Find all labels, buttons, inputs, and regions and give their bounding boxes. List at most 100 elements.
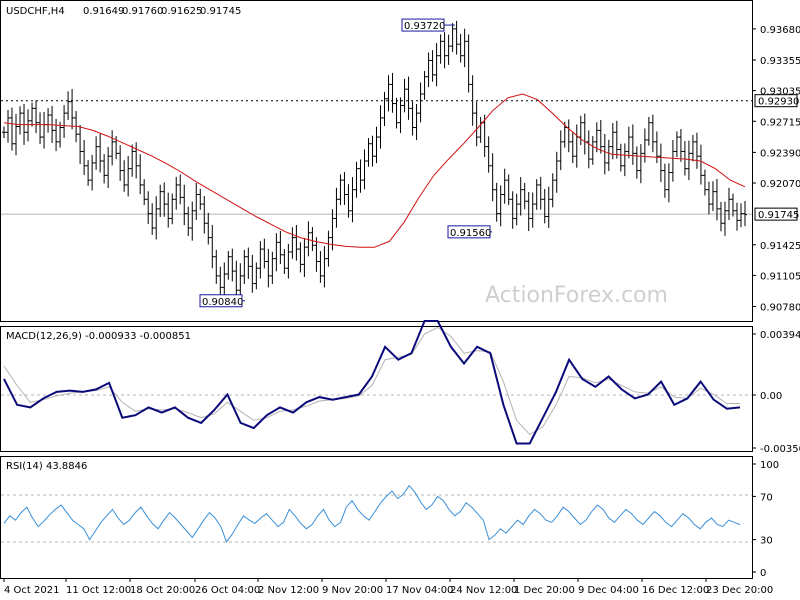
- reference-line-label-box: [754, 207, 798, 221]
- ohlc-bar: [658, 143, 663, 183]
- ohlc-bar: [94, 136, 99, 170]
- svg-text:0.90840: 0.90840: [202, 297, 243, 308]
- y-tick-label: 0.00: [760, 391, 782, 402]
- ohlc-bar: [594, 122, 599, 153]
- macd-title: MACD(12,26,9) -0.000933 -0.000851: [6, 331, 191, 342]
- ohlc-bar: [718, 201, 723, 232]
- ohlc-bar: [462, 28, 467, 68]
- ohlc-bar: [226, 250, 231, 280]
- ohlc-bar: [706, 181, 711, 215]
- ohlc-bar: [734, 202, 739, 231]
- x-tick-label: 16 Dec 12:00: [642, 585, 709, 596]
- ohlc-bar: [98, 134, 103, 173]
- ohlc-bar: [722, 201, 727, 236]
- rsi-panel-frame: [0, 456, 753, 579]
- ohlc-bar: [190, 201, 195, 241]
- ohlc-bar: [518, 177, 523, 216]
- ohlc-bar: [82, 139, 87, 175]
- ohlc-bar: [154, 196, 159, 240]
- ohlc-bar: [310, 227, 315, 251]
- ohlc-bar: [14, 113, 19, 156]
- ohlc-bar: [406, 76, 411, 120]
- x-tick-label: 11 Oct 12:00: [66, 585, 131, 596]
- ohlc-bar: [478, 116, 483, 143]
- reference-line-label: 0.92930: [758, 97, 799, 108]
- ohlc-bar: [538, 176, 543, 210]
- x-tick-label: 26 Oct 04:00: [195, 585, 260, 596]
- ohlc-bar: [214, 249, 219, 284]
- ohlc-bar: [330, 209, 335, 251]
- ohlc-bar: [422, 71, 427, 100]
- x-tick-label: 2 Nov 12:00: [258, 585, 319, 596]
- price-header-high: 0.91760: [122, 6, 163, 17]
- ohlc-bar: [150, 203, 155, 235]
- ohlc-bar: [414, 103, 419, 141]
- ohlc-bar: [342, 172, 347, 205]
- y-tick-label: 100: [760, 460, 779, 471]
- ohlc-bar: [234, 260, 239, 298]
- x-tick-label: 1 Dec 20:00: [514, 585, 575, 596]
- ohlc-bar: [338, 174, 343, 206]
- ohlc-bar: [490, 153, 495, 202]
- ohlc-bar: [646, 116, 651, 146]
- ohlc-bar: [258, 241, 263, 279]
- ohlc-bar: [366, 138, 371, 167]
- ohlc-bar: [446, 34, 451, 65]
- ohlc-bar: [470, 75, 475, 126]
- ohlc-bar: [438, 34, 443, 64]
- rsi-line: [3, 484, 741, 543]
- ohlc-bar: [454, 20, 459, 55]
- ohlc-bar: [743, 201, 747, 227]
- ohlc-bar: [458, 33, 463, 63]
- macd-y-axis: 0.003944 0.00 -0.003506: [752, 330, 800, 455]
- rsi-title: RSI(14) 43.8846: [6, 461, 87, 472]
- ohlc-bar: [162, 182, 167, 217]
- price-annotations: 0.93720 0.91560 0.90840: [199, 18, 492, 308]
- ohlc-bar: [410, 101, 415, 136]
- ohlc-bar: [430, 50, 435, 82]
- price-y-axis: 0.93680 0.93355 0.93035 0.92715 0.92390 0.920…: [752, 25, 800, 314]
- price-extreme-label: 0.91560: [447, 225, 492, 239]
- ohlc-bar: [602, 134, 607, 175]
- macd-panel: 0.003944 0.00 -0.003506 MACD(12,26,9) -0.0…: [1, 320, 800, 455]
- ohlc-bar: [54, 118, 59, 152]
- ohlc-bar: [274, 233, 279, 272]
- ohlc-bar: [590, 136, 595, 165]
- x-tick-label: 9 Dec 04:00: [578, 585, 639, 596]
- price-chart-title: USDCHF,H4: [6, 6, 65, 17]
- ohlc-bar: [694, 132, 699, 169]
- macd-panel-frame: [0, 326, 753, 452]
- ohlc-bar: [334, 187, 339, 228]
- ohlc-bar: [574, 124, 579, 168]
- x-tick-label: 4 Oct 2021: [4, 585, 59, 596]
- ohlc-bar: [566, 119, 571, 153]
- ohlc-bar: [686, 140, 691, 181]
- ohlc-bar: [626, 126, 631, 159]
- ohlc-bar: [166, 192, 171, 228]
- ohlc-bar: [266, 248, 271, 288]
- ohlc-bar: [698, 144, 703, 185]
- ohlc-bar: [6, 109, 11, 143]
- ohlc-bar: [678, 129, 683, 162]
- ohlc-bar: [682, 141, 687, 176]
- ohlc-bar: [58, 121, 63, 148]
- ohlc-bar: [294, 224, 299, 261]
- ohlc-bar: [662, 163, 667, 198]
- ohlc-bar: [546, 186, 551, 229]
- ohlc-bar: [702, 169, 707, 196]
- ohlc-bar: [622, 143, 627, 177]
- ohlc-bar: [466, 34, 471, 93]
- ohlc-bar: [494, 182, 499, 222]
- ohlc-bar: [598, 120, 603, 154]
- ohlc-bar: [522, 182, 527, 210]
- ohlc-bar: [610, 123, 615, 160]
- ohlc-bar: [186, 206, 191, 237]
- ohlc-bar: [690, 134, 695, 162]
- y-tick-label: 0.93035: [760, 87, 800, 98]
- ohlc-bar: [290, 227, 295, 259]
- ohlc-bar: [242, 249, 247, 284]
- ohlc-bar: [298, 242, 303, 273]
- ohlc-bar: [322, 246, 327, 288]
- ohlc-bar: [514, 193, 519, 226]
- ohlc-bar: [506, 174, 511, 206]
